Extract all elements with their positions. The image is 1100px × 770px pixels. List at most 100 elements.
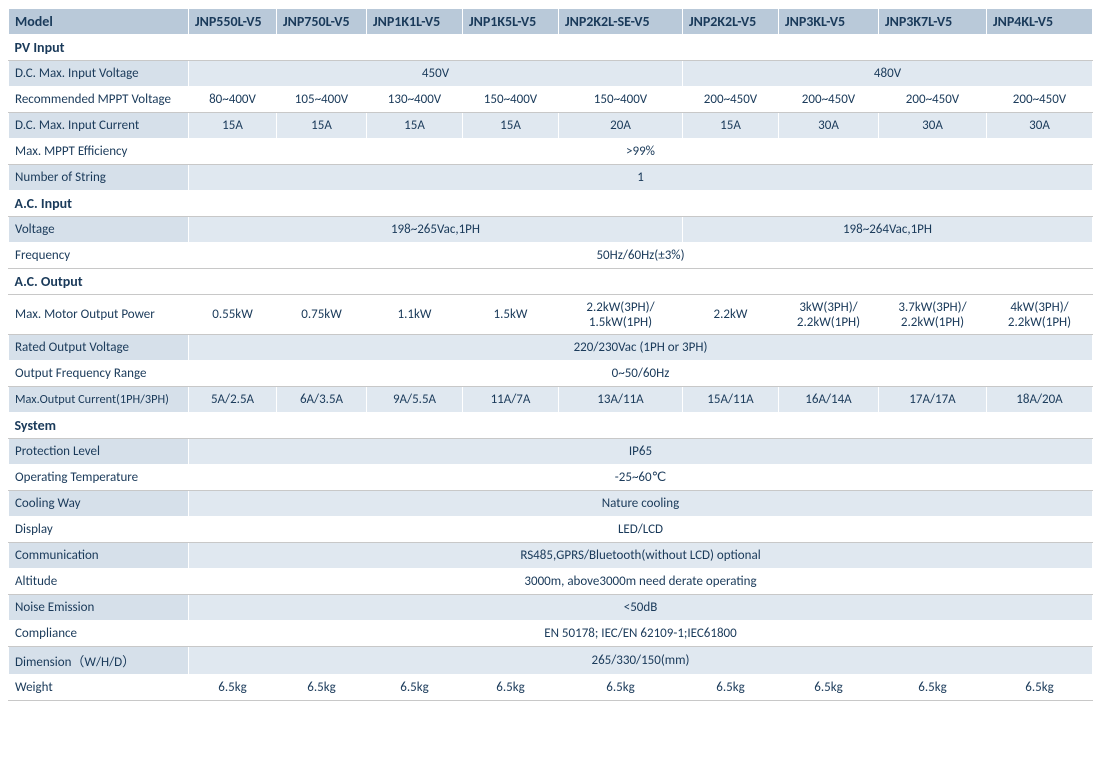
noise-v: <50dB <box>189 595 1093 621</box>
mppt-0: 80~400V <box>189 87 277 113</box>
comm-label: Communication <box>9 543 189 569</box>
model-label: Model <box>9 9 189 35</box>
wt-3: 6.5kg <box>463 675 559 701</box>
dcmaxi-5: 15A <box>683 113 779 139</box>
acif-v: 50Hz/60Hz(±3%) <box>189 243 1093 269</box>
mppt-7: 200~450V <box>879 87 987 113</box>
wt-8: 6.5kg <box>987 675 1093 701</box>
col-h-3: JNP1K5L-V5 <box>463 9 559 35</box>
alt-label: Altitude <box>9 569 189 595</box>
optemp-label: Operating Temperature <box>9 465 189 491</box>
moc-7: 17A/17A <box>879 387 987 413</box>
dcmaxi-6: 30A <box>779 113 879 139</box>
dcmaxi-7: 30A <box>879 113 987 139</box>
dcmaxi-label: D.C. Max. Input Current <box>9 113 189 139</box>
moc-8: 18A/20A <box>987 387 1093 413</box>
motor-label: Max. Motor Output Power <box>9 295 189 335</box>
spec-table: Model JNP550L-V5 JNP750L-V5 JNP1K1L-V5 J… <box>8 8 1093 701</box>
dim-label: Dimension（W/H/D） <box>9 647 189 675</box>
dcmaxv-b: 480V <box>683 61 1093 87</box>
ofr-v: 0~50/60Hz <box>189 361 1093 387</box>
rov-v: 220/230Vac (1PH or 3PH) <box>189 335 1093 361</box>
col-h-6: JNP3KL-V5 <box>779 9 879 35</box>
dcmaxv-label: D.C. Max. Input Voltage <box>9 61 189 87</box>
aciv-label: Voltage <box>9 217 189 243</box>
disp-label: Display <box>9 517 189 543</box>
ofr-label: Output Frequency Range <box>9 361 189 387</box>
col-h-1: JNP750L-V5 <box>277 9 367 35</box>
cool-label: Cooling Way <box>9 491 189 517</box>
dim-v: 265/330/150(mm) <box>189 647 1093 675</box>
aciv-a: 198~265Vac,1PH <box>189 217 683 243</box>
moc-4: 13A/11A <box>559 387 683 413</box>
wt-1: 6.5kg <box>277 675 367 701</box>
section-aco: A.C. Output <box>9 269 1093 295</box>
dcmaxi-4: 20A <box>559 113 683 139</box>
motor-8: 4kW(3PH)/ 2.2kW(1PH) <box>987 295 1093 335</box>
motor-1: 0.75kW <box>277 295 367 335</box>
motor-0: 0.55kW <box>189 295 277 335</box>
wt-0: 6.5kg <box>189 675 277 701</box>
section-pv: PV Input <box>9 35 1093 61</box>
mppt-label: Recommended MPPT Voltage <box>9 87 189 113</box>
col-h-0: JNP550L-V5 <box>189 9 277 35</box>
moc-label: Max.Output Current(1PH/3PH) <box>9 387 189 413</box>
col-h-5: JNP2K2L-V5 <box>683 9 779 35</box>
col-h-8: JNP4KL-V5 <box>987 9 1093 35</box>
mppt-2: 130~400V <box>367 87 463 113</box>
mppt-6: 200~450V <box>779 87 879 113</box>
moc-3: 11A/7A <box>463 387 559 413</box>
alt-v: 3000m, above3000m need derate operating <box>189 569 1093 595</box>
mppt-3: 150~400V <box>463 87 559 113</box>
motor-4: 2.2kW(3PH)/ 1.5kW(1PH) <box>559 295 683 335</box>
prot-label: Protection Level <box>9 439 189 465</box>
motor-5: 2.2kW <box>683 295 779 335</box>
dcmaxi-0: 15A <box>189 113 277 139</box>
moc-2: 9A/5.5A <box>367 387 463 413</box>
cool-v: Nature cooling <box>189 491 1093 517</box>
dcmaxv-a: 450V <box>189 61 683 87</box>
wt-2: 6.5kg <box>367 675 463 701</box>
mppte-v: >99% <box>189 139 1093 165</box>
aciv-b: 198~264Vac,1PH <box>683 217 1093 243</box>
prot-v: IP65 <box>189 439 1093 465</box>
wt-5: 6.5kg <box>683 675 779 701</box>
col-h-4: JNP2K2L-SE-V5 <box>559 9 683 35</box>
motor-2: 1.1kW <box>367 295 463 335</box>
rov-label: Rated Output Voltage <box>9 335 189 361</box>
mppt-4: 150~400V <box>559 87 683 113</box>
mppt-8: 200~450V <box>987 87 1093 113</box>
wt-7: 6.5kg <box>879 675 987 701</box>
comm-v: RS485,GPRS/Bluetooth(without LCD) option… <box>189 543 1093 569</box>
moc-5: 15A/11A <box>683 387 779 413</box>
mppt-1: 105~400V <box>277 87 367 113</box>
dcmaxi-3: 15A <box>463 113 559 139</box>
dcmaxi-2: 15A <box>367 113 463 139</box>
optemp-v: -25~60℃ <box>189 465 1093 491</box>
moc-1: 6A/3.5A <box>277 387 367 413</box>
dcmaxi-1: 15A <box>277 113 367 139</box>
mppt-5: 200~450V <box>683 87 779 113</box>
wt-label: Weight <box>9 675 189 701</box>
moc-6: 16A/14A <box>779 387 879 413</box>
motor-7: 3.7kW(3PH)/ 2.2kW(1PH) <box>879 295 987 335</box>
wt-6: 6.5kg <box>779 675 879 701</box>
motor-3: 1.5kW <box>463 295 559 335</box>
col-h-2: JNP1K1L-V5 <box>367 9 463 35</box>
mppte-label: Max. MPPT Efficiency <box>9 139 189 165</box>
section-sys: System <box>9 413 1093 439</box>
dcmaxi-8: 30A <box>987 113 1093 139</box>
acif-label: Frequency <box>9 243 189 269</box>
moc-0: 5A/2.5A <box>189 387 277 413</box>
header-row: Model JNP550L-V5 JNP750L-V5 JNP1K1L-V5 J… <box>9 9 1093 35</box>
section-aci: A.C. Input <box>9 191 1093 217</box>
wt-4: 6.5kg <box>559 675 683 701</box>
noise-label: Noise Emission <box>9 595 189 621</box>
nstr-label: Number of String <box>9 165 189 191</box>
motor-6: 3kW(3PH)/ 2.2kW(1PH) <box>779 295 879 335</box>
comp-label: Compliance <box>9 621 189 647</box>
disp-v: LED/LCD <box>189 517 1093 543</box>
col-h-7: JNP3K7L-V5 <box>879 9 987 35</box>
nstr-v: 1 <box>189 165 1093 191</box>
comp-v: EN 50178; IEC/EN 62109-1;IEC61800 <box>189 621 1093 647</box>
